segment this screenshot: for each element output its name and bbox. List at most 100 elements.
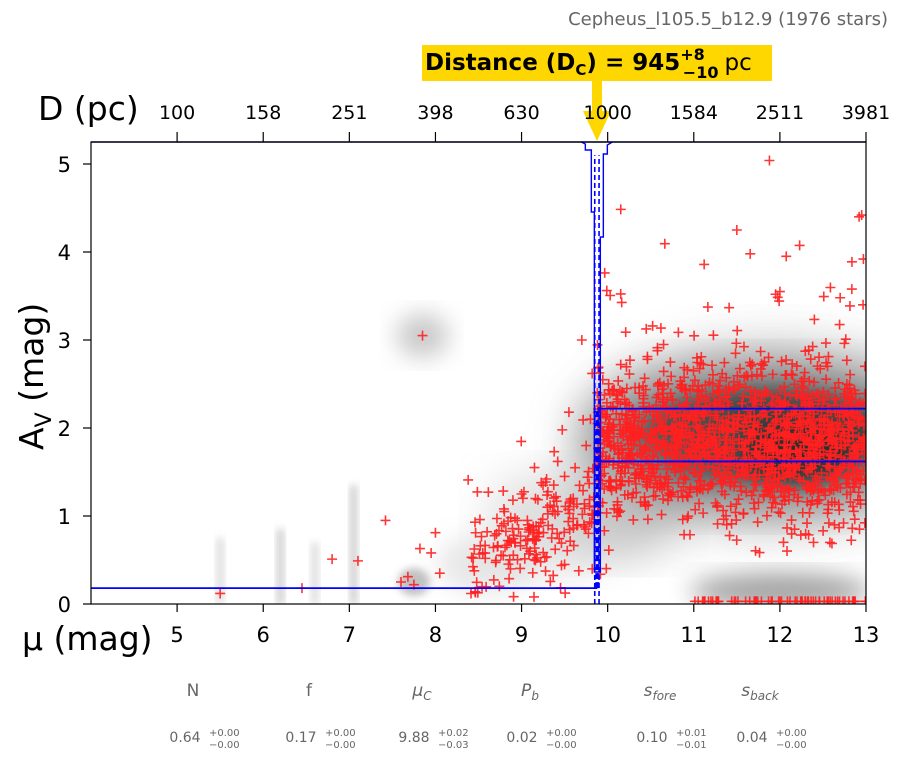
star-marker bbox=[696, 351, 707, 362]
param-minus-err: −0.00 bbox=[776, 740, 807, 751]
star-marker bbox=[796, 391, 807, 402]
star-marker bbox=[860, 596, 866, 604]
star-marker bbox=[718, 505, 729, 516]
star-marker bbox=[850, 596, 861, 604]
param-value: 9.88 bbox=[398, 730, 429, 746]
star-marker bbox=[816, 468, 827, 479]
star-marker bbox=[640, 384, 651, 395]
star-marker bbox=[755, 410, 766, 421]
star-marker bbox=[722, 397, 733, 408]
star-marker bbox=[723, 382, 734, 393]
star-marker bbox=[844, 300, 855, 311]
star-marker bbox=[769, 492, 780, 503]
param-value: 0.04 bbox=[736, 730, 767, 746]
star-marker bbox=[721, 519, 732, 530]
star-marker bbox=[818, 525, 829, 536]
star-marker bbox=[469, 565, 480, 576]
star-marker bbox=[701, 439, 712, 450]
star-marker bbox=[766, 502, 777, 513]
star-marker bbox=[810, 471, 821, 482]
star-marker bbox=[719, 391, 730, 402]
star-marker bbox=[529, 554, 540, 565]
star-marker bbox=[701, 392, 712, 403]
star-marker bbox=[796, 376, 807, 387]
star-marker bbox=[679, 529, 690, 540]
star-marker bbox=[528, 591, 539, 602]
star-marker bbox=[789, 379, 800, 390]
star-marker bbox=[823, 389, 834, 400]
star-marker bbox=[814, 352, 825, 363]
star-marker bbox=[552, 506, 563, 517]
star-marker bbox=[822, 361, 833, 372]
x-tick-label: 7 bbox=[343, 623, 356, 647]
star-marker bbox=[713, 380, 724, 391]
star-marker bbox=[827, 426, 838, 437]
star-marker bbox=[854, 211, 865, 222]
param-name-main: s bbox=[644, 681, 653, 701]
left-axis-title-unit: (mag) bbox=[12, 303, 51, 413]
star-marker bbox=[822, 508, 833, 519]
star-marker bbox=[794, 240, 805, 251]
star-marker bbox=[824, 484, 835, 495]
star-marker bbox=[617, 387, 628, 398]
star-marker bbox=[759, 446, 770, 457]
star-marker bbox=[807, 341, 818, 352]
star-marker bbox=[601, 397, 612, 408]
distance-minus-err: −10 bbox=[683, 63, 719, 82]
star-marker bbox=[629, 473, 640, 484]
star-marker bbox=[833, 499, 844, 510]
star-marker bbox=[668, 405, 679, 416]
star-marker bbox=[839, 457, 850, 468]
star-marker bbox=[785, 471, 796, 482]
star-marker bbox=[380, 515, 391, 526]
star-marker bbox=[756, 395, 767, 406]
star-marker bbox=[800, 346, 811, 357]
top-tick-label: 398 bbox=[417, 102, 453, 124]
star-marker bbox=[626, 492, 637, 503]
star-marker bbox=[829, 519, 840, 530]
star-marker bbox=[516, 489, 527, 499]
star-marker bbox=[434, 568, 445, 579]
star-marker bbox=[824, 537, 835, 548]
star-marker bbox=[707, 369, 718, 380]
star-marker bbox=[803, 438, 814, 449]
star-marker bbox=[698, 448, 709, 459]
star-marker bbox=[645, 437, 656, 448]
star-marker bbox=[855, 478, 866, 489]
star-marker bbox=[741, 487, 752, 498]
star-marker bbox=[736, 465, 747, 476]
star-marker bbox=[748, 485, 759, 496]
star-marker bbox=[564, 508, 575, 519]
param-name-sub: fore bbox=[652, 689, 676, 703]
star-marker bbox=[689, 330, 700, 341]
param-name-sub: C bbox=[423, 689, 432, 703]
star-marker bbox=[784, 483, 795, 494]
star-marker bbox=[790, 409, 801, 420]
star-marker bbox=[620, 409, 631, 420]
star-marker bbox=[430, 527, 441, 538]
star-marker bbox=[761, 411, 772, 422]
star-marker bbox=[813, 487, 824, 498]
star-marker bbox=[699, 408, 710, 419]
star-marker bbox=[537, 514, 548, 525]
star-marker bbox=[784, 417, 795, 428]
star-marker bbox=[652, 345, 663, 356]
star-marker bbox=[680, 402, 691, 413]
star-marker bbox=[609, 503, 620, 514]
star-marker bbox=[327, 554, 338, 565]
star-marker bbox=[854, 397, 865, 408]
star-marker bbox=[845, 369, 856, 380]
star-marker bbox=[696, 391, 707, 402]
star-marker bbox=[483, 487, 494, 498]
star-marker bbox=[859, 361, 866, 372]
param-plus-err: +0.00 bbox=[325, 728, 356, 739]
star-marker bbox=[605, 290, 616, 301]
star-marker bbox=[396, 577, 406, 587]
star-marker bbox=[642, 514, 653, 525]
star-marker bbox=[624, 450, 635, 461]
star-marker bbox=[739, 443, 750, 454]
star-marker bbox=[414, 543, 425, 554]
star-marker bbox=[756, 371, 767, 382]
